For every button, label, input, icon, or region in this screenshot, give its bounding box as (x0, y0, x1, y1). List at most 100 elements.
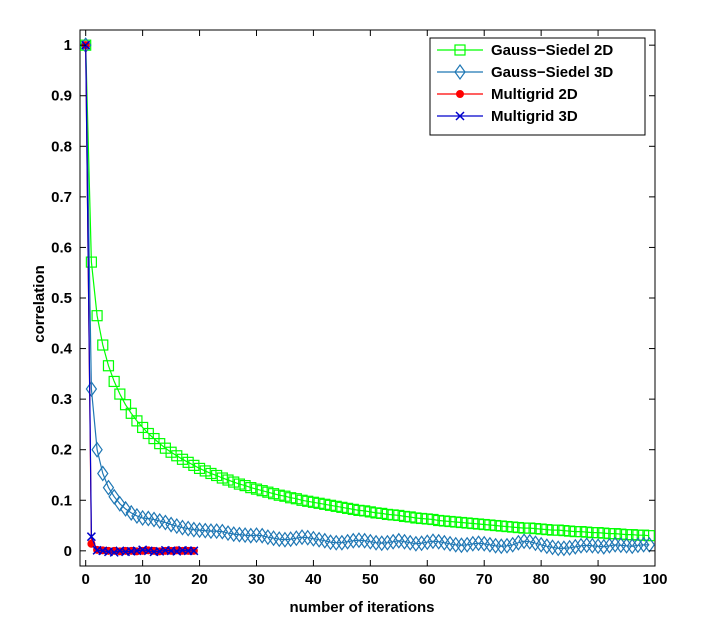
series-layer (79, 37, 656, 557)
y-axis-label: correlation (31, 265, 48, 343)
data-point (267, 488, 280, 500)
data-point (189, 546, 199, 556)
data-point (347, 532, 360, 549)
data-point (109, 547, 119, 557)
data-point (188, 459, 200, 471)
data-point (125, 504, 137, 521)
data-point (319, 498, 331, 510)
legend-item: Gauss−Siedel 3D (437, 63, 613, 81)
data-point (410, 535, 422, 552)
data-point (495, 538, 508, 555)
data-point (341, 533, 354, 550)
series-3 (81, 40, 199, 557)
data-point (182, 456, 194, 468)
data-point (410, 512, 422, 524)
data-point (581, 526, 593, 538)
data-point (586, 527, 598, 539)
series-1 (79, 37, 656, 557)
y-tick-label: 0.2 (51, 442, 72, 459)
data-point (558, 525, 570, 537)
data-point (114, 388, 126, 400)
x-tick-label: 90 (590, 571, 607, 588)
data-point (137, 421, 149, 434)
data-point (245, 482, 257, 494)
data-point (307, 496, 320, 508)
x-tick-label: 60 (419, 571, 436, 588)
data-point (598, 538, 610, 555)
x-tick-label: 20 (191, 571, 208, 588)
y-tick-label: 0.5 (51, 290, 72, 307)
data-point (421, 513, 433, 525)
data-point (102, 360, 115, 372)
data-point (233, 478, 246, 490)
data-point (433, 514, 445, 527)
legend-item: Gauss−Siedel 2D (437, 42, 613, 59)
data-point (114, 495, 126, 512)
data-point (546, 524, 559, 536)
legend-box (429, 37, 646, 136)
data-point (359, 505, 371, 517)
data-point (569, 526, 581, 538)
x-tick-label: 70 (476, 571, 493, 588)
data-point (199, 465, 211, 477)
data-point (398, 510, 411, 523)
data-point (285, 492, 297, 504)
x-tick-label: 40 (305, 571, 322, 588)
axis-ticks: 0 10 20 30 40 50 60 70 80 90 100 0 0.1 0.2 0.3 0.4 0.5 0.… (51, 30, 668, 588)
data-point (592, 527, 604, 539)
data-point (347, 503, 359, 515)
data-point (381, 508, 394, 521)
series-line (85, 45, 650, 537)
data-point (353, 504, 365, 516)
data-point (387, 533, 399, 550)
data-point (626, 538, 638, 555)
data-point (643, 536, 656, 553)
data-point (302, 495, 314, 507)
data-point (415, 535, 428, 552)
x-tick-label: 50 (362, 571, 379, 588)
data-point (279, 531, 291, 548)
data-point (228, 476, 240, 488)
legend-swatch-marker (456, 90, 464, 98)
y-tick-label: 0.1 (51, 492, 72, 509)
series-0 (80, 39, 655, 542)
data-point (375, 535, 388, 552)
data-point (495, 520, 507, 532)
x-tick-label: 80 (533, 571, 550, 588)
data-point (205, 467, 217, 480)
data-point (245, 527, 257, 544)
data-point (512, 534, 525, 551)
data-point (165, 446, 177, 458)
data-point (211, 469, 223, 482)
data-point (461, 536, 473, 553)
data-point (86, 532, 96, 542)
data-point (444, 515, 456, 528)
data-point (108, 488, 120, 505)
data-point (643, 530, 655, 542)
data-point (222, 474, 234, 486)
data-point (336, 501, 348, 513)
data-point (427, 513, 439, 526)
data-point (484, 519, 496, 531)
data-point (512, 521, 524, 534)
y-tick-label: 0.3 (51, 391, 72, 408)
data-point (564, 525, 576, 537)
data-point (461, 517, 473, 529)
data-point (256, 485, 268, 497)
data-point (290, 493, 302, 505)
data-point (108, 375, 120, 388)
data-point (313, 497, 325, 509)
data-point (535, 523, 547, 535)
data-point (370, 507, 382, 519)
x-tick-label: 100 (642, 571, 667, 588)
data-point (632, 537, 644, 554)
data-point (455, 537, 468, 554)
data-point (91, 310, 103, 322)
data-point (381, 534, 394, 551)
data-point (262, 486, 274, 498)
y-tick-label: 0 (64, 543, 72, 560)
legend-swatch-marker (455, 111, 465, 121)
data-point (216, 472, 228, 484)
data-point (575, 537, 587, 554)
data-point (393, 509, 405, 522)
